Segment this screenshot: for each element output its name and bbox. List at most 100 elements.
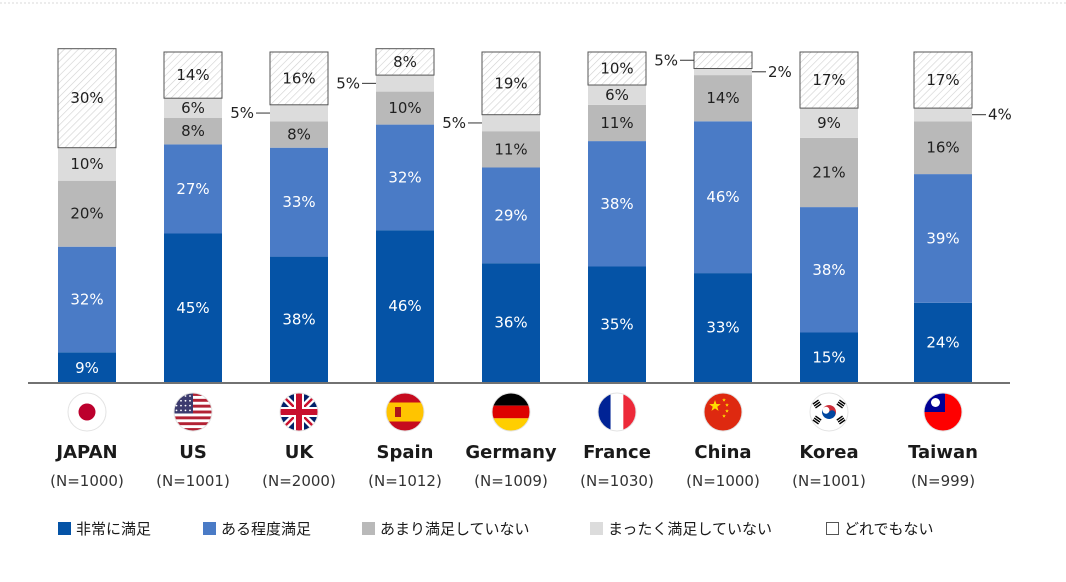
legend-swatch xyxy=(203,521,216,535)
bar-segment xyxy=(164,144,222,234)
data-label: 6% xyxy=(181,99,205,117)
data-label: 32% xyxy=(70,291,103,309)
data-label: 46% xyxy=(706,188,739,206)
sample-size-label: (N=1001) xyxy=(156,472,230,490)
sample-size-label: (N=1001) xyxy=(792,472,866,490)
data-label: 10% xyxy=(388,99,421,117)
data-label: 9% xyxy=(75,359,99,377)
sample-size-label: (N=1009) xyxy=(474,472,548,490)
bar-segment xyxy=(800,207,858,333)
data-label: 15% xyxy=(812,348,845,366)
bar-segment xyxy=(376,91,434,125)
legend-item: あまり満足していない xyxy=(362,517,530,539)
bar-segment xyxy=(914,174,972,303)
bar-segment xyxy=(694,273,752,382)
data-label: 20% xyxy=(70,205,103,223)
bar-segment xyxy=(482,167,540,264)
flag-taiwan-icon xyxy=(923,392,963,432)
data-label: 4% xyxy=(988,106,1012,124)
bar-segment xyxy=(163,51,223,99)
legend-swatch xyxy=(362,521,375,535)
bar-group-spain: 46% 32% 10% 5% 8% xyxy=(336,48,435,382)
bar-segment xyxy=(270,104,328,122)
bar-segment xyxy=(376,75,434,92)
data-label: 38% xyxy=(600,195,633,213)
bar-segment xyxy=(694,121,752,274)
flags-layer xyxy=(67,392,963,432)
bar-segment xyxy=(914,108,972,122)
bar-segment xyxy=(694,75,752,122)
bar-segment xyxy=(58,246,116,353)
category-label: Korea xyxy=(799,442,858,463)
bar-group-taiwan: 24% 39% 16% 4% 17% xyxy=(913,51,1012,382)
data-label: 21% xyxy=(812,163,845,181)
bar-segment xyxy=(588,104,646,142)
data-label: 35% xyxy=(600,315,633,333)
data-label: 6% xyxy=(605,86,629,104)
flag-us-icon xyxy=(173,392,213,432)
category-label: Germany xyxy=(465,442,557,463)
bar-segment xyxy=(481,51,541,116)
sample-size-label: (N=1000) xyxy=(686,472,760,490)
legend-swatch xyxy=(590,521,603,535)
legend-swatch xyxy=(58,521,71,535)
bar-segment xyxy=(164,98,222,118)
data-label: 5% xyxy=(230,104,254,122)
data-label-callout: 5% xyxy=(442,114,482,132)
bar-segment xyxy=(375,48,435,76)
bar-group-us: 45% 27% 8% 6% 14% xyxy=(163,51,223,382)
bar-group-korea: 15% 38% 21% 9% 17% xyxy=(799,51,859,382)
data-label: 45% xyxy=(176,299,209,317)
sample-size-label: (N=1012) xyxy=(368,472,442,490)
bar-segment xyxy=(270,147,328,257)
bar-segment xyxy=(914,302,972,382)
chart-plot: 9% 32% 20% 10% 30% 45% 27% 8% 6% 14% 38% 33% 8% 5% 16%… xyxy=(0,2,1066,490)
data-label: 8% xyxy=(181,122,205,140)
bar-segment xyxy=(269,51,329,106)
bar-group-china: 33% 46% 14% 2% 5% xyxy=(654,51,792,382)
flag-spain-icon xyxy=(385,392,425,432)
bar-group-japan: 9% 32% 20% 10% 30% xyxy=(57,48,117,382)
data-label: 17% xyxy=(812,71,845,89)
data-label: 33% xyxy=(706,319,739,337)
data-label-callout: 5% xyxy=(654,51,694,69)
flag-france-icon xyxy=(597,392,637,432)
category-label: France xyxy=(583,442,651,463)
bar-segment xyxy=(588,141,646,267)
data-label: 11% xyxy=(494,140,527,158)
category-label: Taiwan xyxy=(908,442,978,463)
legend-label: まったく満足していない xyxy=(608,519,772,538)
data-label: 9% xyxy=(817,114,841,132)
bars-layer: 9% 32% 20% 10% 30% 45% 27% 8% 6% 14% 38% 33% 8% 5% 16%… xyxy=(57,48,1012,382)
sample-size-label: (N=2000) xyxy=(262,472,336,490)
data-label: 29% xyxy=(494,206,527,224)
bar-group-uk: 38% 33% 8% 5% 16% xyxy=(230,51,329,382)
legend-label: 非常に満足 xyxy=(76,519,152,538)
data-label: 10% xyxy=(600,60,633,78)
flag-germany-icon xyxy=(491,392,531,432)
data-label: 5% xyxy=(654,51,678,69)
bar-segment xyxy=(376,124,434,231)
data-label: 10% xyxy=(70,155,103,173)
sample-size-label: (N=999) xyxy=(911,472,975,490)
data-label: 19% xyxy=(494,74,527,92)
category-label: JAPAN xyxy=(54,442,117,463)
data-label-callout: 2% xyxy=(752,63,792,81)
data-label: 14% xyxy=(706,89,739,107)
bar-segment xyxy=(58,180,116,247)
bar-segment xyxy=(270,256,328,382)
bar-segment xyxy=(914,121,972,175)
bar-group-france: 35% 38% 11% 6% 10% xyxy=(587,51,647,382)
flag-korea-icon xyxy=(809,392,849,432)
data-label: 38% xyxy=(282,310,315,328)
data-label: 36% xyxy=(494,314,527,332)
data-label: 2% xyxy=(768,63,792,81)
bar-segment xyxy=(270,121,328,148)
data-label: 17% xyxy=(926,71,959,89)
data-label: 27% xyxy=(176,180,209,198)
country-labels-layer: JAPAN (N=1000) US (N=1001) UK (N=2000) Spain (N… xyxy=(50,442,978,490)
data-label: 38% xyxy=(812,261,845,279)
data-label: 8% xyxy=(393,53,417,71)
sample-size-label: (N=1000) xyxy=(50,472,124,490)
